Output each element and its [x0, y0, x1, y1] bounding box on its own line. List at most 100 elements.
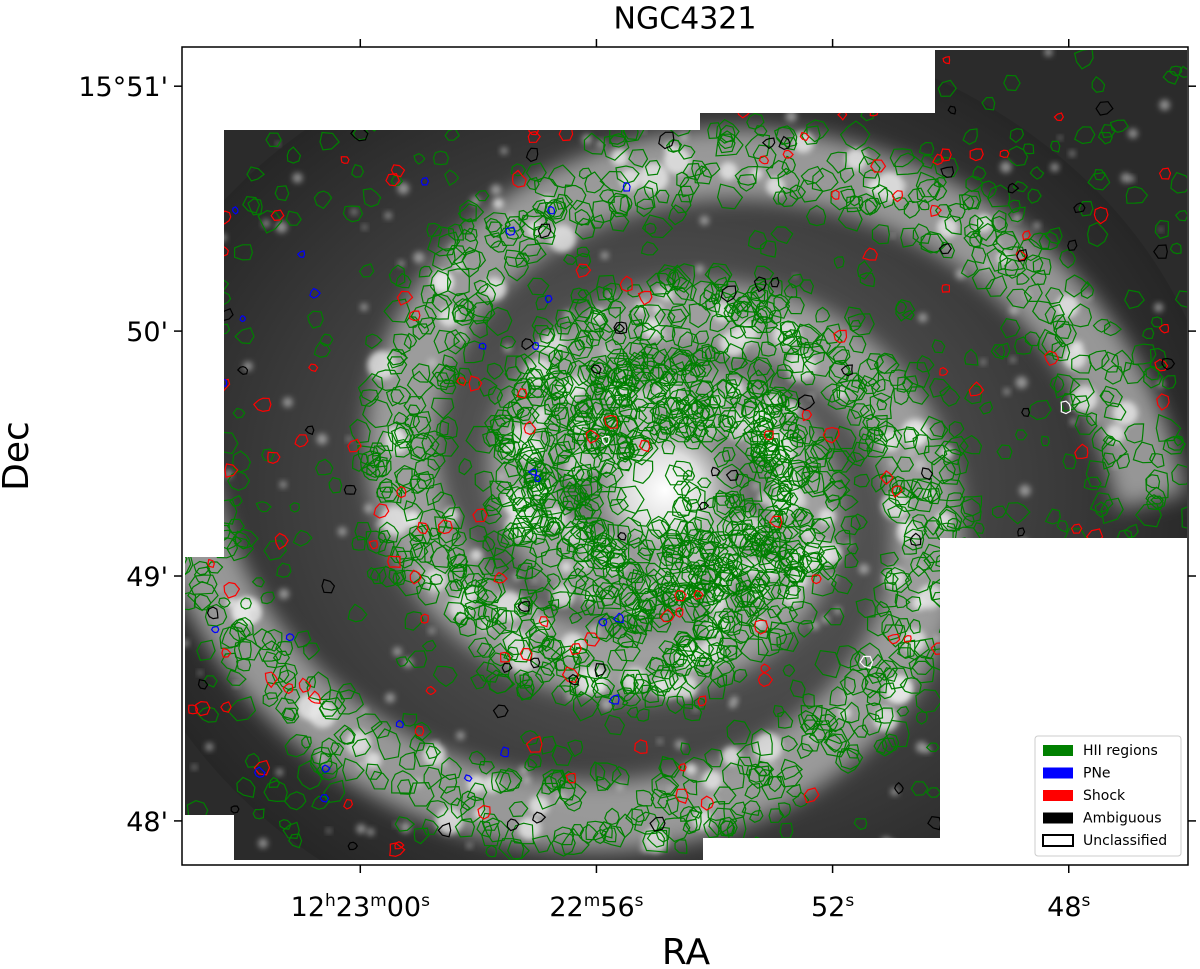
star — [337, 526, 347, 537]
region-contour — [971, 267, 996, 290]
region-contour — [583, 321, 605, 341]
region-contour — [419, 508, 448, 538]
region-contour — [891, 485, 903, 499]
region-contour — [729, 587, 753, 608]
region-contour — [907, 187, 926, 204]
region-contour — [525, 162, 547, 183]
region-contour — [749, 445, 769, 462]
region-contour — [776, 539, 806, 567]
region-contour — [839, 701, 860, 724]
region-contour — [544, 770, 566, 791]
bright-knot — [453, 260, 464, 271]
region-contour — [523, 523, 547, 546]
region-contour — [649, 392, 668, 406]
region-contour — [936, 508, 959, 532]
region-contour — [395, 272, 412, 289]
region-contour — [789, 335, 811, 356]
region-contour — [852, 441, 871, 463]
region-contour — [835, 748, 861, 774]
region-contour — [856, 260, 873, 280]
region-contour — [1150, 495, 1164, 505]
region-contour — [1132, 441, 1156, 464]
region-contour — [725, 592, 744, 613]
region-contour — [700, 541, 721, 564]
region-contour — [646, 830, 666, 848]
region-contour — [945, 492, 966, 509]
region-contour — [789, 184, 807, 200]
region-contour — [531, 835, 552, 854]
region-contour — [593, 451, 616, 476]
region-contour — [943, 435, 969, 456]
region-contour — [477, 804, 491, 820]
region-contour — [642, 829, 669, 853]
region-contour — [1071, 354, 1092, 374]
region-contour — [413, 153, 426, 165]
region-contour — [777, 465, 806, 493]
region-contour — [986, 247, 1009, 272]
region-contour — [576, 246, 590, 258]
region-contour — [240, 597, 252, 610]
region-contour — [853, 473, 871, 488]
region-contour — [408, 525, 424, 543]
region-contour — [432, 491, 456, 519]
region-contour — [774, 445, 799, 464]
region-contour — [293, 630, 312, 648]
region-contour — [524, 757, 538, 772]
region-contour — [229, 621, 252, 642]
region-contour — [939, 367, 949, 376]
region-contour — [333, 724, 356, 745]
star — [279, 480, 287, 489]
region-contour — [634, 811, 660, 835]
region-contour — [937, 79, 957, 97]
region-contour — [760, 663, 771, 674]
star — [1139, 726, 1150, 737]
star — [1003, 388, 1011, 395]
region-contour — [777, 710, 794, 729]
region-contour — [720, 285, 737, 303]
region-contour — [770, 226, 794, 245]
region-contour — [805, 204, 827, 227]
region-contour — [499, 651, 511, 663]
region-contour — [685, 498, 700, 513]
region-contour — [313, 341, 331, 358]
region-contour — [800, 165, 825, 185]
region-contour — [788, 600, 818, 625]
region-contour — [822, 426, 840, 444]
region-contour — [1103, 321, 1123, 337]
region-contour — [727, 401, 747, 430]
region-contour — [595, 613, 622, 643]
region-contour — [188, 574, 218, 595]
region-contour — [781, 155, 796, 176]
region-contour — [649, 816, 666, 832]
region-contour — [896, 706, 910, 717]
region-contour — [865, 702, 884, 721]
region-contour — [418, 265, 433, 278]
region-contour — [959, 434, 983, 455]
star — [815, 711, 821, 717]
region-contour — [1142, 327, 1155, 339]
region-contour — [840, 188, 856, 204]
region-contour — [966, 607, 983, 622]
region-contour — [394, 438, 412, 458]
star — [1168, 716, 1178, 726]
region-contour — [394, 816, 416, 832]
star — [1158, 584, 1167, 592]
region-contour — [356, 713, 383, 736]
region-contour — [261, 448, 275, 462]
region-contour — [879, 682, 896, 700]
region-contour — [385, 172, 400, 187]
region-contour — [282, 821, 300, 840]
region-contour — [754, 125, 768, 137]
region-contour — [278, 96, 291, 110]
region-contour — [881, 733, 900, 753]
region-contour — [686, 584, 701, 598]
star — [1019, 484, 1031, 497]
region-contour — [451, 531, 467, 547]
region-contour — [797, 710, 819, 734]
region-contour — [960, 259, 979, 278]
region-contour — [763, 430, 774, 441]
region-contour — [777, 394, 790, 408]
region-contour — [871, 224, 890, 245]
region-contour — [655, 776, 678, 795]
